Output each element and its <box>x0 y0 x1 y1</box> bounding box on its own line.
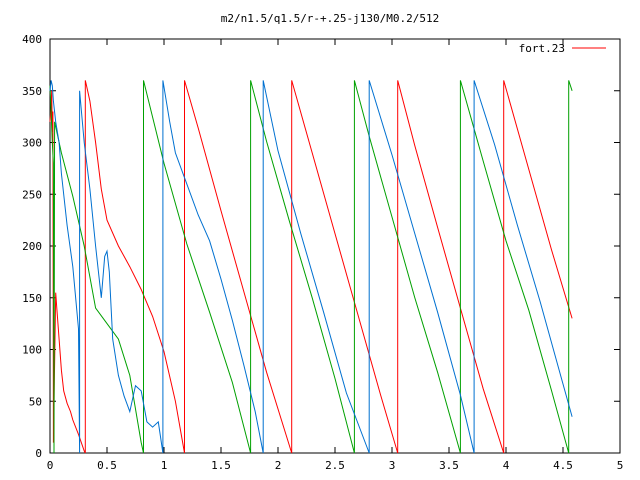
y-tick-label: 350 <box>22 85 42 98</box>
axis-ticks <box>49 38 621 454</box>
series-lines <box>49 80 573 454</box>
x-tick-label: 5 <box>617 459 624 472</box>
y-tick-label: 250 <box>22 188 42 201</box>
x-tick-label: 1.5 <box>211 459 231 472</box>
chart-title: m2/n1.5/q1.5/r-+.25-j130/M0.2/512 <box>221 12 440 25</box>
y-tick-label: 200 <box>22 240 42 253</box>
legend-label: fort.23 <box>519 42 565 55</box>
x-tick-label: 3.5 <box>439 459 459 472</box>
series-line-1 <box>49 80 573 454</box>
x-tick-label: 1 <box>161 459 168 472</box>
plot-frame <box>49 38 621 454</box>
series-line-2 <box>49 80 573 454</box>
x-tick-label: 0.5 <box>97 459 117 472</box>
y-tick-label: 50 <box>29 395 42 408</box>
y-tick-label: 150 <box>22 292 42 305</box>
y-tick-label: 400 <box>22 33 42 46</box>
y-tick-label: 100 <box>22 344 42 357</box>
y-tick-label: 300 <box>22 137 42 150</box>
x-tick-label: 4 <box>503 459 510 472</box>
axis-tick-labels: 0 0.5 1 1.5 2 2.5 3 3.5 4 4.5 50501001502002503003… <box>22 33 623 472</box>
x-tick-label: 4.5 <box>553 459 573 472</box>
series-line-3 <box>49 80 573 454</box>
x-tick-label: 2 <box>275 459 282 472</box>
x-tick-label: 3 <box>389 459 396 472</box>
y-tick-label: 0 <box>35 447 42 460</box>
x-tick-label: 0 <box>47 459 54 472</box>
x-tick-label: 2.5 <box>325 459 345 472</box>
legend: fort.23 <box>519 42 606 55</box>
